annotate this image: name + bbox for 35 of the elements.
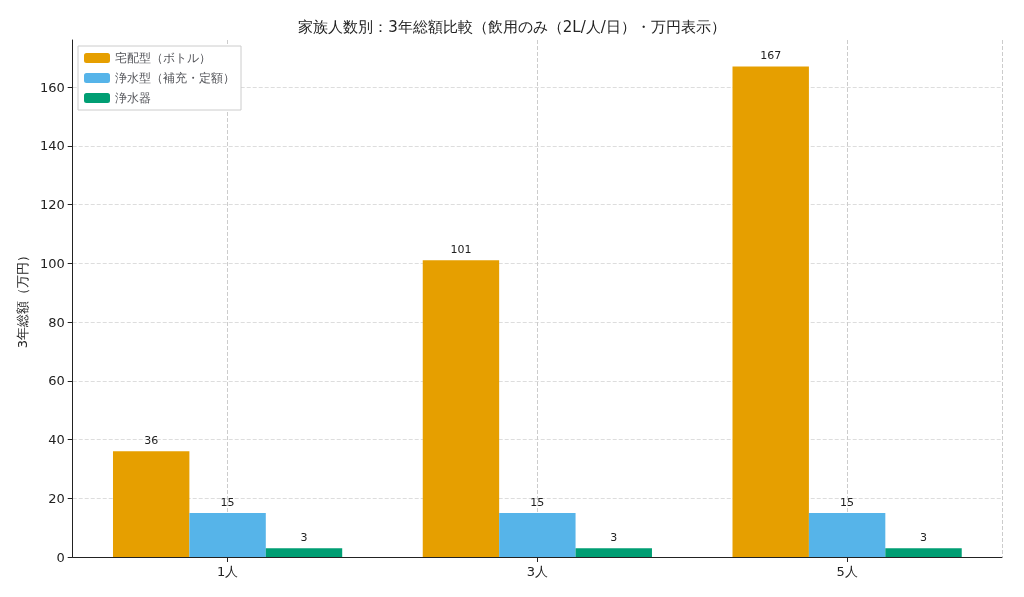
y-tick-label: 140 [39, 138, 65, 154]
x-tick-label: 5人 [836, 564, 858, 579]
y-tick-label: 0 [56, 549, 65, 565]
bar [885, 548, 962, 557]
data-label: 15 [530, 495, 545, 509]
data-label: 15 [840, 495, 855, 509]
chart-title: 家族人数別：3年総額比較（飲用のみ（2L/人/日）・万円表示） [298, 17, 726, 36]
y-tick-label: 120 [39, 197, 65, 212]
bar [808, 512, 886, 557]
y-tick-label: 60 [48, 373, 65, 389]
y-tick-label: 80 [48, 314, 65, 330]
bar [422, 260, 500, 557]
bar [732, 66, 809, 557]
y-tick-label: 40 [48, 432, 65, 447]
data-label: 15 [220, 495, 235, 509]
data-label: 167 [760, 49, 782, 63]
y-tick-label: 20 [48, 490, 65, 506]
data-label: 36 [144, 434, 159, 448]
legend-label: 宅配型（ボトル） [115, 51, 211, 65]
y-axis-title: 3年総額（万円） [15, 248, 30, 349]
data-label: 3 [300, 531, 308, 545]
legend-label: 浄水型（補充・定額） [115, 71, 235, 85]
bar [189, 512, 266, 557]
x-tick-label: 1人 [216, 564, 239, 579]
bar [575, 548, 652, 557]
legend-label: 浄水器 [115, 91, 151, 105]
data-label: 3 [920, 531, 928, 545]
bar [499, 512, 576, 557]
bar [265, 548, 343, 557]
bar [112, 451, 190, 557]
x-tick-label: 3人 [526, 564, 548, 579]
data-label: 3 [610, 531, 618, 545]
y-tick-label: 100 [39, 255, 65, 271]
y-tick-label: 160 [39, 79, 65, 95]
data-label: 101 [450, 243, 472, 257]
